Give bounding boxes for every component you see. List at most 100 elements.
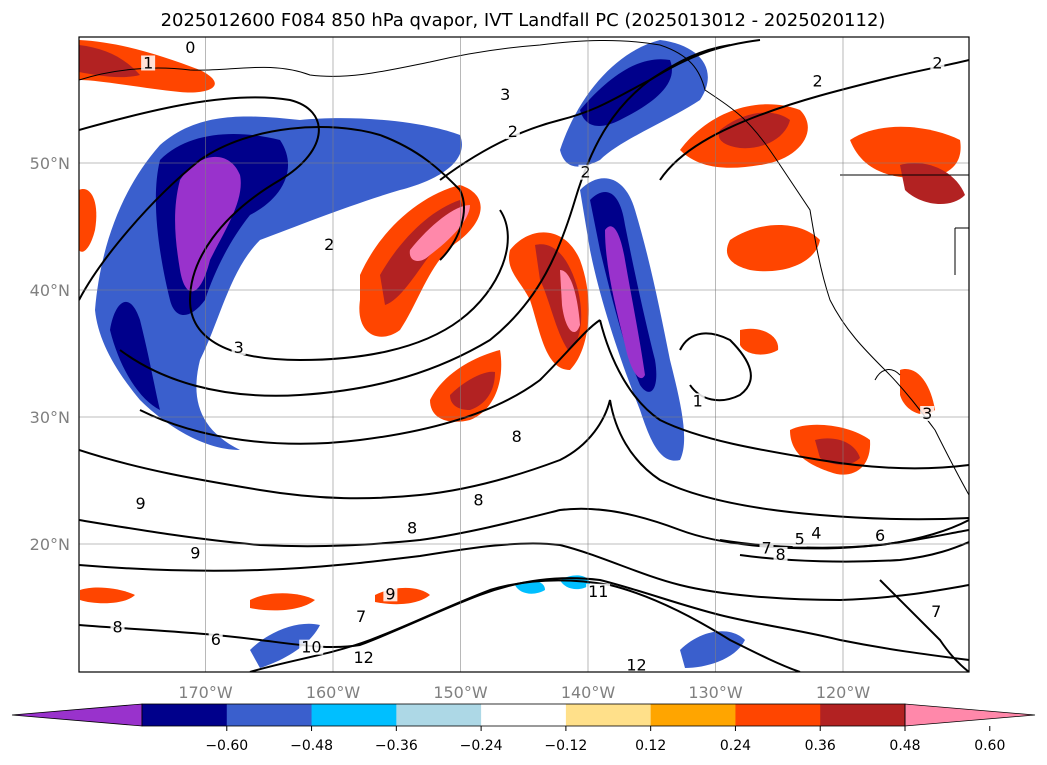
contour-label: 11 bbox=[588, 582, 608, 601]
contour-label: 1 bbox=[693, 391, 703, 410]
contour-line bbox=[79, 542, 969, 602]
colorbar-tick-label: −0.48 bbox=[290, 738, 333, 754]
colorbar-segment bbox=[735, 704, 821, 726]
contour-line bbox=[79, 399, 969, 521]
longitude-tick-label: 150°W bbox=[433, 683, 488, 702]
contour-label: 8 bbox=[776, 545, 786, 564]
contour-label-background bbox=[578, 164, 593, 180]
positive-anomaly-mid-e bbox=[740, 328, 779, 355]
contour-label-background bbox=[872, 527, 887, 543]
contour-label: 6 bbox=[875, 526, 885, 545]
colorbar-extend-low bbox=[11, 703, 143, 727]
contour-label: 3 bbox=[500, 85, 510, 104]
colorbar-frame bbox=[141, 703, 906, 727]
contour-label-background bbox=[809, 525, 824, 541]
contour-label-background bbox=[773, 546, 788, 562]
latitude-tick-label: 40°N bbox=[30, 281, 70, 300]
longitude-tick-label: 170°W bbox=[178, 683, 233, 702]
contour-label-background bbox=[930, 55, 945, 71]
coastlines bbox=[79, 39, 969, 496]
contour-label: 7 bbox=[762, 539, 772, 558]
longitude-tick-labels: 170°W 160°W 150°W 140°W 130°W 120°W bbox=[178, 683, 870, 702]
contour-label-background bbox=[505, 124, 520, 140]
contour-label-background bbox=[208, 632, 223, 648]
colorbar-tick-label: −0.60 bbox=[205, 738, 248, 754]
contour-label-background bbox=[183, 40, 198, 56]
contour-label-background bbox=[188, 545, 203, 561]
coastline-north-america bbox=[79, 39, 969, 496]
colorbar-segment bbox=[481, 704, 567, 726]
contour-line bbox=[79, 126, 465, 301]
colorbar-tick-label: −0.36 bbox=[375, 738, 418, 754]
negative-anomaly-w-mid bbox=[110, 301, 160, 410]
contour-label-background bbox=[383, 586, 398, 602]
contour-label-background bbox=[231, 339, 246, 355]
longitude-tick-label: 130°W bbox=[688, 683, 743, 702]
colorbar-tick-label: 0.12 bbox=[635, 738, 666, 754]
longitude-tick-label: 160°W bbox=[306, 683, 361, 702]
contour-label: 2 bbox=[508, 122, 518, 141]
contour-label-background bbox=[929, 604, 944, 620]
contour-label-background bbox=[351, 649, 376, 665]
latitude-tick-label: 30°N bbox=[30, 408, 70, 427]
contour-line bbox=[679, 332, 752, 402]
contour-label: 8 bbox=[473, 490, 483, 509]
positive-anomaly-topleft-mid bbox=[79, 45, 140, 78]
contour-label: 8 bbox=[512, 427, 522, 446]
contour-label: 12 bbox=[354, 648, 374, 667]
filled-anomalies bbox=[79, 40, 965, 668]
contour-label: 0 bbox=[185, 38, 195, 57]
coastline-baja bbox=[874, 369, 901, 381]
contour-label-background bbox=[498, 87, 513, 103]
contour-label-background bbox=[405, 520, 420, 536]
contour-label-background bbox=[586, 583, 611, 599]
positive-anomaly-sw bbox=[80, 587, 135, 604]
contour-label-background bbox=[471, 492, 486, 508]
contour-label: 6 bbox=[211, 630, 221, 649]
contour-label-background bbox=[792, 531, 807, 547]
negative-anomaly-nw-core bbox=[175, 156, 241, 292]
contour-line bbox=[879, 579, 969, 672]
contour-label-background bbox=[110, 619, 125, 635]
negative-anomaly-s-small2 bbox=[515, 580, 545, 594]
longitude-tick-label: 140°W bbox=[561, 683, 616, 702]
colorbar-tick-label: −0.24 bbox=[460, 738, 503, 754]
contour-label: 1 bbox=[143, 53, 153, 72]
colorbar-segment bbox=[226, 704, 313, 726]
colorbar-segment bbox=[142, 704, 228, 726]
contour-label: 10 bbox=[301, 638, 321, 657]
positive-anomaly-coast bbox=[900, 369, 935, 415]
colorbar-extend-high bbox=[904, 703, 1036, 727]
contour-label: 9 bbox=[135, 494, 145, 513]
longitude-tick-label: 120°W bbox=[816, 683, 871, 702]
figure-title: 2025012600 F084 850 hPa qvapor, IVT Land… bbox=[161, 10, 886, 31]
contour-label-background bbox=[810, 73, 825, 89]
contour-label-background bbox=[141, 55, 156, 71]
colorbar-tick-label: 0.60 bbox=[974, 738, 1005, 754]
positive-anomaly-far-ne bbox=[850, 126, 961, 179]
contour-line bbox=[139, 319, 601, 445]
contour-label-background bbox=[624, 657, 649, 673]
contour-label-background bbox=[133, 496, 148, 512]
contour-label: 3 bbox=[922, 404, 932, 423]
contour-label-background bbox=[509, 428, 524, 444]
positive-anomaly-east-core bbox=[560, 270, 580, 333]
contour-line bbox=[599, 319, 969, 470]
contour-label: 4 bbox=[811, 523, 821, 542]
contour-label: 8 bbox=[407, 518, 417, 537]
contour-label: 2 bbox=[324, 235, 334, 254]
contour-label: 2 bbox=[932, 53, 942, 72]
positive-anomaly-center-core bbox=[409, 205, 470, 262]
contour-label: 5 bbox=[795, 530, 805, 549]
positive-anomaly-south-mid bbox=[450, 371, 495, 410]
colorbar bbox=[11, 703, 1036, 727]
contour-label: 7 bbox=[356, 607, 366, 626]
positive-anomaly-far-ne-mid bbox=[900, 163, 965, 205]
colorbar-segment bbox=[650, 704, 736, 726]
contour-label: 3 bbox=[234, 338, 244, 357]
latitude-tick-label: 50°N bbox=[30, 154, 70, 173]
contour-label: 9 bbox=[190, 544, 200, 563]
negative-anomaly-s bbox=[680, 631, 745, 668]
